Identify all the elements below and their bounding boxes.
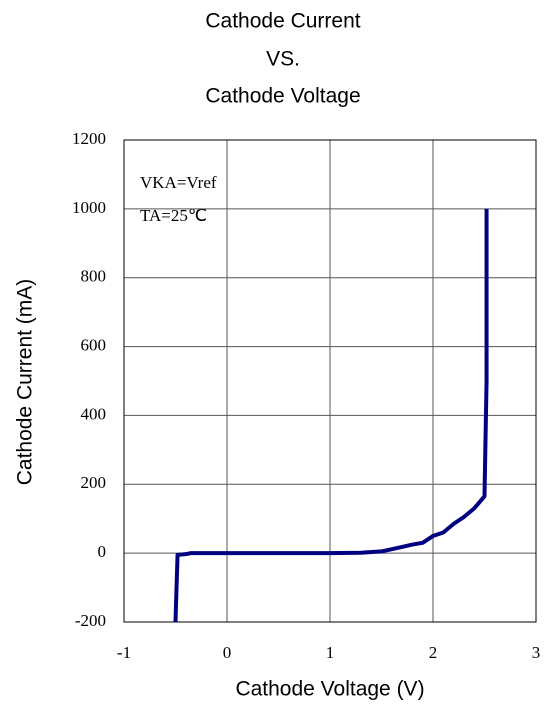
y-tick-label: 1200 <box>72 129 106 148</box>
y-tick-label: 0 <box>98 542 107 561</box>
x-tick-label: -1 <box>117 643 131 662</box>
data-line <box>173 208 489 623</box>
annotation: VKA=Vref <box>140 173 217 192</box>
annotation: TA=25℃ <box>140 206 207 225</box>
y-tick-label: 800 <box>81 267 107 286</box>
chart-title: Cathode Voltage <box>205 85 360 108</box>
y-tick-label: 200 <box>81 473 107 492</box>
chart-title: VS. <box>266 48 300 71</box>
x-tick-label: 2 <box>429 643 438 662</box>
x-axis-label: Cathode Voltage (V) <box>235 678 424 701</box>
y-tick-label: 400 <box>81 404 107 423</box>
x-tick-label: 1 <box>326 643 335 662</box>
y-tick-label: 1000 <box>72 198 106 217</box>
plot-border <box>123 139 537 623</box>
chart-title: Cathode Current <box>205 10 360 33</box>
x-tick-label: 0 <box>223 643 232 662</box>
y-tick-label: -200 <box>75 611 106 630</box>
x-tick-label: 3 <box>532 643 541 662</box>
y-tick-label: 600 <box>81 335 107 354</box>
y-axis-label: Cathode Current (mA) <box>14 279 37 486</box>
